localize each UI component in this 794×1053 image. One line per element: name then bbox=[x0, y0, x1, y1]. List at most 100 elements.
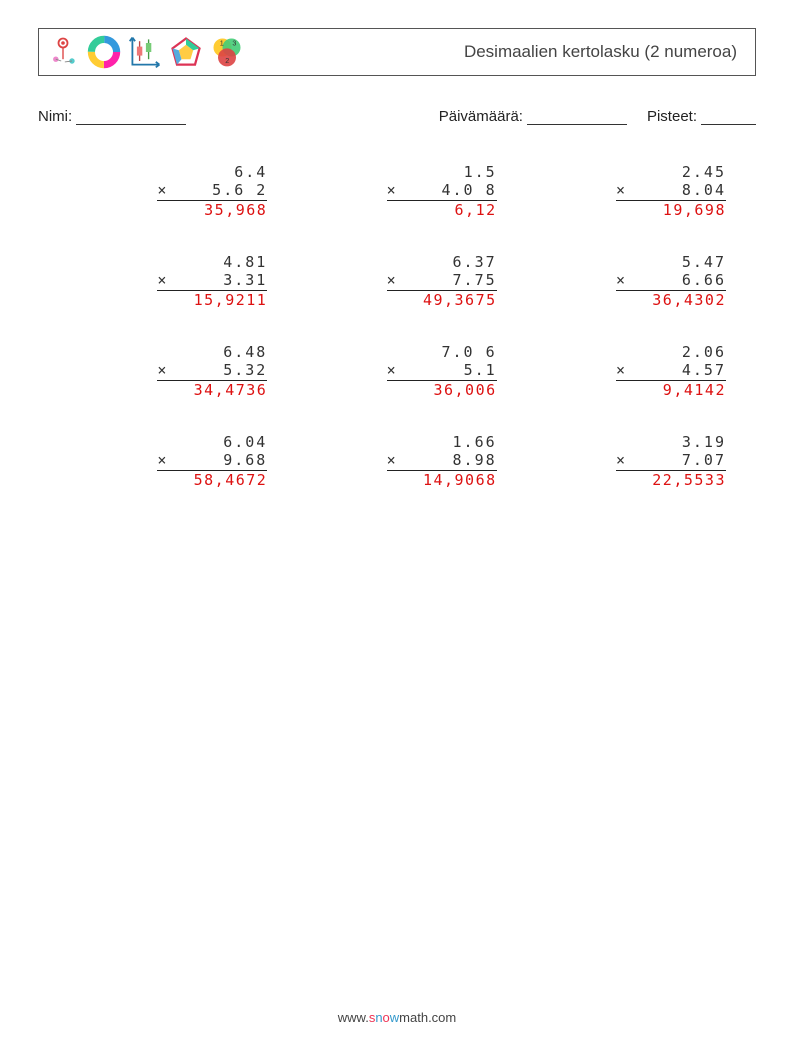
problem: 4.81 × 3.31 15,9211 bbox=[157, 253, 267, 309]
multiplier: 4.0 8 bbox=[442, 181, 497, 199]
multiplier: 3.31 bbox=[223, 271, 267, 289]
answer: 35,968 bbox=[204, 201, 267, 219]
footer-o: o bbox=[383, 1010, 390, 1025]
problem: 3.19 × 7.07 22,5533 bbox=[616, 433, 726, 489]
svg-text:3: 3 bbox=[232, 39, 236, 48]
meta-row: Nimi: Päivämäärä: Pisteet: bbox=[38, 108, 756, 125]
answer: 6,12 bbox=[455, 201, 497, 219]
footer: www.snowmath.com bbox=[0, 1010, 794, 1025]
multiplicand: 5.47 bbox=[682, 253, 726, 271]
problem-grid: 6.4 × 5.6 2 35,968 1.5 × 4.0 8 6,12 2.45 × 8.04 19,… bbox=[38, 163, 756, 489]
footer-w: w bbox=[390, 1010, 399, 1025]
operator: × bbox=[616, 271, 630, 289]
problem: 1.5 × 4.0 8 6,12 bbox=[387, 163, 497, 219]
date-label: Päivämäärä: bbox=[439, 108, 523, 125]
operator: × bbox=[616, 181, 630, 199]
header-icon-row: 1 3 2 bbox=[45, 34, 245, 70]
meta-name: Nimi: bbox=[38, 108, 186, 125]
operator: × bbox=[387, 451, 401, 469]
multiplier-row: × 4.0 8 bbox=[387, 181, 497, 199]
answer: 9,4142 bbox=[663, 381, 726, 399]
problem: 2.06 × 4.57 9,4142 bbox=[616, 343, 726, 399]
meta-right: Päivämäärä: Pisteet: bbox=[439, 108, 756, 125]
operator: × bbox=[157, 181, 171, 199]
multiplier-row: × 7.75 bbox=[387, 271, 497, 289]
operator: × bbox=[157, 361, 171, 379]
multiplier-row: × 5.32 bbox=[157, 361, 267, 379]
multiplier-row: × 9.68 bbox=[157, 451, 267, 469]
operator: × bbox=[157, 271, 171, 289]
footer-rest: math.com bbox=[399, 1010, 456, 1025]
problem: 6.48 × 5.32 34,4736 bbox=[157, 343, 267, 399]
svg-text:2: 2 bbox=[225, 56, 229, 65]
multiplier: 7.07 bbox=[682, 451, 726, 469]
multiplicand: 3.19 bbox=[682, 433, 726, 451]
multiplier: 5.1 bbox=[464, 361, 497, 379]
footer-prefix: www. bbox=[338, 1010, 369, 1025]
operator: × bbox=[387, 181, 401, 199]
donut-chart-icon bbox=[86, 34, 122, 70]
multiplicand: 2.45 bbox=[682, 163, 726, 181]
multiplier: 5.32 bbox=[223, 361, 267, 379]
multiplier-row: × 7.07 bbox=[616, 451, 726, 469]
multiplicand: 6.4 bbox=[234, 163, 267, 181]
multiplicand: 2.06 bbox=[682, 343, 726, 361]
multiplier-row: × 6.66 bbox=[616, 271, 726, 289]
multiplier: 5.6 2 bbox=[212, 181, 267, 199]
problem: 7.0 6 × 5.1 36,006 bbox=[387, 343, 497, 399]
pentagon-icon bbox=[168, 34, 204, 70]
multiplicand: 1.66 bbox=[453, 433, 497, 451]
answer: 15,9211 bbox=[194, 291, 268, 309]
multiplicand: 6.48 bbox=[223, 343, 267, 361]
footer-n: n bbox=[375, 1010, 382, 1025]
answer: 34,4736 bbox=[194, 381, 268, 399]
operator: × bbox=[616, 451, 630, 469]
problem: 1.66 × 8.98 14,9068 bbox=[387, 433, 497, 489]
multiplier-row: × 3.31 bbox=[157, 271, 267, 289]
multiplier: 8.98 bbox=[453, 451, 497, 469]
score-blank[interactable] bbox=[701, 108, 756, 125]
multiplier: 7.75 bbox=[453, 271, 497, 289]
answer: 36,006 bbox=[433, 381, 496, 399]
multiplier: 6.66 bbox=[682, 271, 726, 289]
worksheet-title: Desimaalien kertolasku (2 numeroa) bbox=[464, 42, 737, 62]
answer: 19,698 bbox=[663, 201, 726, 219]
problem: 6.4 × 5.6 2 35,968 bbox=[157, 163, 267, 219]
pin-icon bbox=[45, 34, 81, 70]
problem: 6.04 × 9.68 58,4672 bbox=[157, 433, 267, 489]
multiplier: 4.57 bbox=[682, 361, 726, 379]
date-blank[interactable] bbox=[527, 108, 627, 125]
operator: × bbox=[387, 361, 401, 379]
candlestick-chart-icon bbox=[127, 34, 163, 70]
multiplier: 9.68 bbox=[223, 451, 267, 469]
multiplier-row: × 5.1 bbox=[387, 361, 497, 379]
multiplier: 8.04 bbox=[682, 181, 726, 199]
multiplier-row: × 8.98 bbox=[387, 451, 497, 469]
multiplicand: 6.04 bbox=[223, 433, 267, 451]
problem: 6.37 × 7.75 49,3675 bbox=[387, 253, 497, 309]
operator: × bbox=[616, 361, 630, 379]
answer: 14,9068 bbox=[423, 471, 497, 489]
operator: × bbox=[387, 271, 401, 289]
multiplier-row: × 4.57 bbox=[616, 361, 726, 379]
multiplicand: 4.81 bbox=[223, 253, 267, 271]
multiplier-row: × 8.04 bbox=[616, 181, 726, 199]
name-blank[interactable] bbox=[76, 108, 186, 125]
svg-text:1: 1 bbox=[220, 39, 224, 48]
multiplicand: 7.0 6 bbox=[442, 343, 497, 361]
problem: 2.45 × 8.04 19,698 bbox=[616, 163, 726, 219]
multiplicand: 6.37 bbox=[453, 253, 497, 271]
worksheet-page: 1 3 2 Desimaalien kertolasku (2 numeroa)… bbox=[0, 0, 794, 489]
multiplier-row: × 5.6 2 bbox=[157, 181, 267, 199]
header-box: 1 3 2 Desimaalien kertolasku (2 numeroa) bbox=[38, 28, 756, 76]
problem: 5.47 × 6.66 36,4302 bbox=[616, 253, 726, 309]
answer: 58,4672 bbox=[194, 471, 268, 489]
answer: 49,3675 bbox=[423, 291, 497, 309]
score-label: Pisteet: bbox=[647, 108, 697, 125]
multiplicand: 1.5 bbox=[464, 163, 497, 181]
operator: × bbox=[157, 451, 171, 469]
venn-icon: 1 3 2 bbox=[209, 34, 245, 70]
answer: 22,5533 bbox=[652, 471, 726, 489]
name-label: Nimi: bbox=[38, 108, 72, 125]
answer: 36,4302 bbox=[652, 291, 726, 309]
